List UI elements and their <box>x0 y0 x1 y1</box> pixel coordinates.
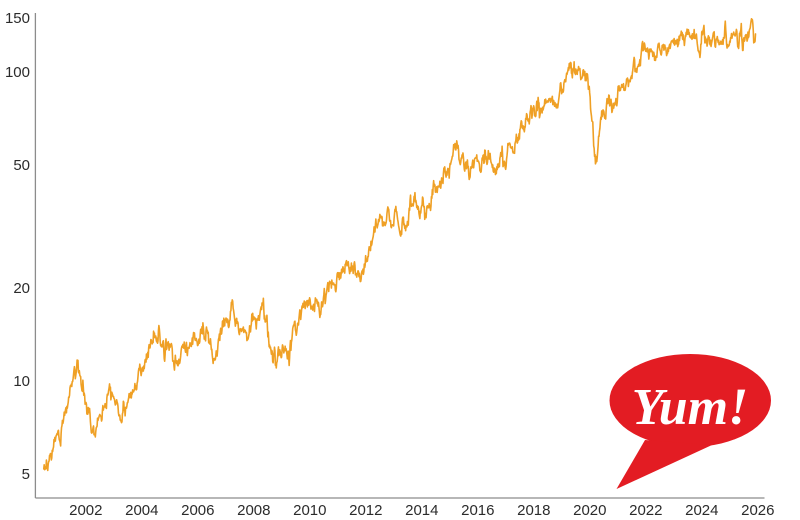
svg-text:Yum!: Yum! <box>632 379 749 436</box>
